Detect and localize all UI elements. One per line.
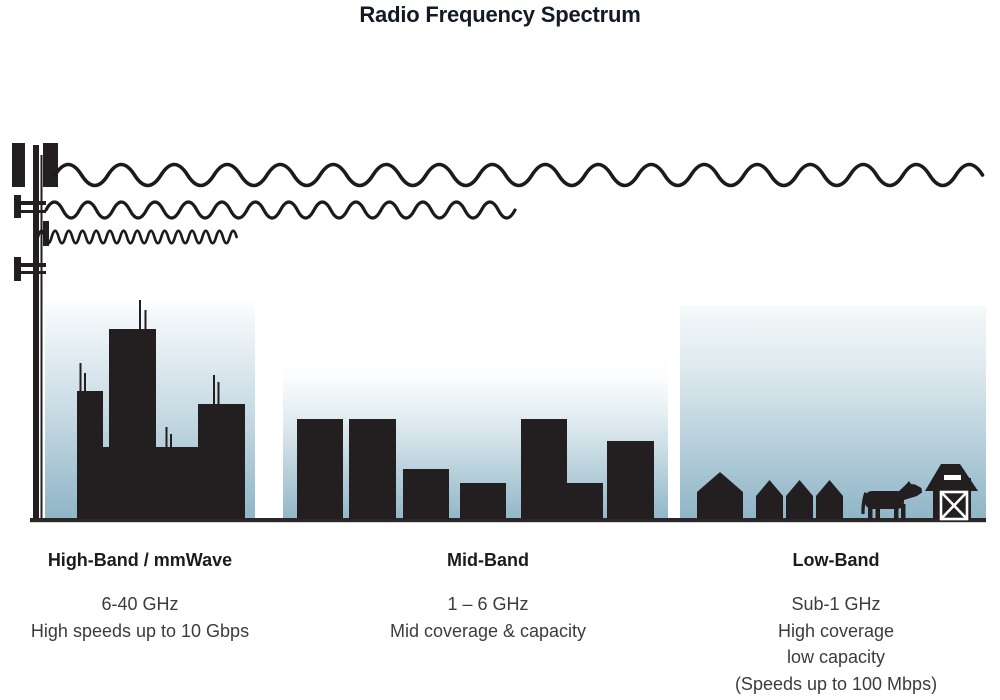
mid-band-wave-icon bbox=[44, 200, 517, 220]
high-band-wave-icon bbox=[36, 229, 238, 245]
barn-icon bbox=[925, 464, 978, 521]
high-band-description: High speeds up to 10 Gbps bbox=[30, 620, 250, 641]
mid-band-label-block: Mid-Band 1 – 6 GHz Mid coverage & capaci… bbox=[358, 548, 618, 644]
cell-tower-icon bbox=[12, 143, 58, 519]
low-band-frequency: Sub-1 GHz bbox=[791, 594, 881, 614]
town-buildings-icon bbox=[297, 419, 654, 519]
low-band-speed: (Speeds up to 100 Mbps) bbox=[734, 673, 938, 694]
low-band-capacity: low capacity bbox=[786, 647, 886, 667]
high-band-label-block: High-Band / mmWave 6-40 GHz High speeds … bbox=[10, 548, 270, 644]
cow-icon bbox=[861, 481, 922, 520]
spectrum-illustration bbox=[12, 143, 986, 523]
low-band-label-block: Low-Band Sub-1 GHz High coverage low cap… bbox=[696, 548, 976, 697]
mid-band-heading: Mid-Band bbox=[447, 550, 529, 570]
ground-line bbox=[30, 518, 986, 523]
page-title: Radio Frequency Spectrum bbox=[359, 2, 641, 27]
mid-band-description: Mid coverage & capacity bbox=[389, 620, 587, 641]
low-band-wave-icon bbox=[53, 162, 985, 188]
high-band-frequency: 6-40 GHz bbox=[101, 594, 179, 614]
low-band-coverage: High coverage bbox=[777, 620, 895, 641]
mid-band-frequency: 1 – 6 GHz bbox=[447, 594, 529, 614]
high-band-heading: High-Band / mmWave bbox=[47, 550, 233, 570]
low-band-heading: Low-Band bbox=[792, 550, 880, 570]
village-houses-icon bbox=[697, 472, 843, 519]
city-skyline-icon bbox=[77, 300, 245, 519]
